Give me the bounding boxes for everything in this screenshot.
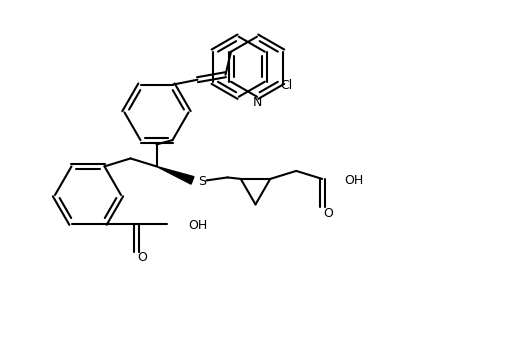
Text: O: O <box>323 207 333 220</box>
Text: OH: OH <box>344 174 363 188</box>
Text: O: O <box>138 251 147 264</box>
Text: Cl: Cl <box>280 79 292 92</box>
Text: OH: OH <box>188 219 208 232</box>
Polygon shape <box>156 166 194 184</box>
Text: N: N <box>252 96 262 109</box>
Text: S: S <box>198 175 206 188</box>
